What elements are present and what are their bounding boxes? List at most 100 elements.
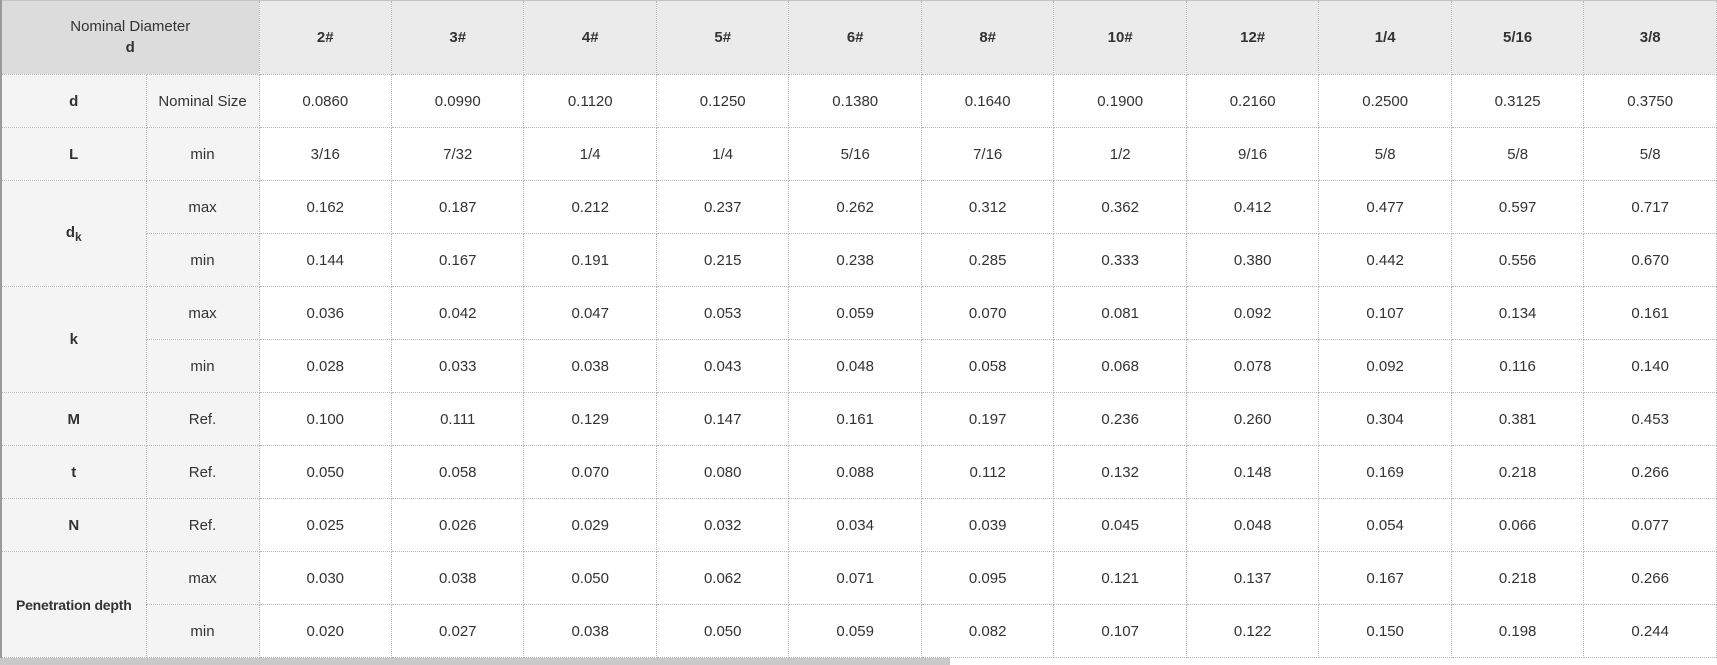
row-label: t	[0, 445, 147, 499]
table-cell: 0.058	[920, 339, 1055, 393]
corner-header-cell: Nominal Diameter d	[0, 0, 260, 75]
table-cell: 0.033	[390, 339, 525, 393]
table-cell: 0.453	[1583, 392, 1717, 446]
column-header: 8#	[920, 0, 1055, 75]
table-row: k max 0.036 0.042 0.047 0.053 0.059 0.070 0.081 0…	[0, 286, 1717, 393]
table-cell: 0.050	[523, 551, 657, 605]
table-row: M Ref. 0.100 0.111 0.129 0.147 0.161 0.197 0.236…	[0, 392, 1717, 446]
table-row: Penetration depth max 0.030 0.038 0.050 0.062…	[0, 551, 1717, 658]
table-cell: 0.129	[523, 392, 657, 446]
table-cell: 0.167	[390, 233, 525, 287]
table-cell: 0.092	[1185, 286, 1320, 340]
table-cell: 0.285	[920, 233, 1055, 287]
table-cell: 0.042	[390, 286, 525, 340]
table-cell: 0.048	[788, 339, 922, 393]
row-label: Penetration depth	[0, 551, 147, 658]
table-cell: 0.140	[1583, 339, 1717, 393]
table-cell: 0.025	[258, 498, 393, 552]
table-cell: 0.238	[788, 233, 922, 287]
table-cell: 1/4	[655, 127, 790, 181]
table-cell: 0.132	[1053, 445, 1187, 499]
column-header: 4#	[523, 0, 657, 75]
table-cell: 0.100	[258, 392, 393, 446]
table-cell: 0.137	[1185, 551, 1320, 605]
table-cell: 0.043	[655, 339, 790, 393]
table-cell: 0.161	[1583, 286, 1717, 340]
table-cell: 0.218	[1450, 445, 1585, 499]
table-cell: 0.169	[1318, 445, 1452, 499]
table-cell: 0.032	[655, 498, 790, 552]
table-cell: 0.187	[390, 180, 525, 234]
row-spec: max	[145, 551, 260, 605]
row-label: dk	[0, 180, 147, 287]
row-label-text: t	[71, 463, 77, 481]
table-cell: 0.477	[1318, 180, 1452, 234]
table-cell: 0.026	[390, 498, 525, 552]
table-cell: 0.059	[788, 286, 922, 340]
table-cell: 0.053	[655, 286, 790, 340]
table-cell: 0.442	[1318, 233, 1452, 287]
table-cell: 0.212	[523, 180, 657, 234]
table-cell: 5/8	[1583, 127, 1717, 181]
table-cell: 0.362	[1053, 180, 1187, 234]
table-cell: 0.092	[1318, 339, 1452, 393]
table-cell: 0.027	[390, 604, 525, 658]
column-header: 3/8	[1583, 0, 1717, 75]
horizontal-scrollbar[interactable]	[0, 658, 1717, 665]
table-cell: 0.2160	[1185, 74, 1320, 128]
column-header: 6#	[788, 0, 922, 75]
table-cell: 0.244	[1583, 604, 1717, 658]
table-cell: 0.150	[1318, 604, 1452, 658]
table-cell: 0.080	[655, 445, 790, 499]
row-label: M	[0, 392, 147, 446]
table-cell: 0.116	[1450, 339, 1585, 393]
row-spec: min	[145, 604, 260, 658]
table-row: min 0.028 0.033 0.038 0.043 0.048 0.058 0.068 0.…	[1, 339, 1717, 393]
table-cell: 0.036	[258, 286, 393, 340]
table-cell: 0.380	[1185, 233, 1320, 287]
column-header: 10#	[1053, 0, 1187, 75]
table-cell: 0.1640	[920, 74, 1055, 128]
table-cell: 5/8	[1450, 127, 1585, 181]
table-cell: 0.381	[1450, 392, 1585, 446]
table-cell: 0.237	[655, 180, 790, 234]
table-cell: 0.266	[1583, 445, 1717, 499]
table-cell: 0.0860	[258, 74, 393, 128]
table-cell: 0.412	[1185, 180, 1320, 234]
table-cell: 3/16	[258, 127, 393, 181]
corner-header-line1: Nominal Diameter	[70, 18, 191, 36]
table-cell: 0.218	[1450, 551, 1585, 605]
row-label-subscript: k	[74, 229, 82, 244]
row-spec: Nominal Size	[145, 74, 260, 128]
table-row: t Ref. 0.050 0.058 0.070 0.080 0.088 0.112 0.132…	[0, 445, 1717, 499]
table-cell: 0.095	[920, 551, 1055, 605]
table-cell: 0.2500	[1318, 74, 1452, 128]
row-label-text: k	[69, 331, 78, 348]
table-row: N Ref. 0.025 0.026 0.029 0.032 0.034 0.039 0.045…	[0, 498, 1717, 552]
table-cell: 0.058	[390, 445, 525, 499]
table-cell: 0.071	[788, 551, 922, 605]
table-cell: 0.038	[523, 604, 657, 658]
table-cell: 0.039	[920, 498, 1055, 552]
row-label: k	[0, 286, 147, 393]
table-row: min 0.144 0.167 0.191 0.215 0.238 0.285 0.333 0.…	[1, 233, 1717, 287]
horizontal-scrollbar-thumb[interactable]	[0, 658, 950, 665]
table-row: d Nominal Size 0.0860 0.0990 0.1120 0.1250 0.1…	[0, 74, 1717, 128]
table-row: dk max 0.162 0.187 0.212 0.237 0.262 0.312 0.362…	[0, 180, 1717, 287]
table-cell: 0.333	[1053, 233, 1187, 287]
table-cell: 0.122	[1185, 604, 1320, 658]
table-cell: 0.147	[655, 392, 790, 446]
row-spec: min	[145, 233, 260, 287]
table-cell: 0.266	[1583, 551, 1717, 605]
table-cell: 0.050	[258, 445, 393, 499]
table-cell: 0.0990	[390, 74, 525, 128]
table-cell: 0.020	[258, 604, 393, 658]
table-cell: 0.148	[1185, 445, 1320, 499]
table-cell: 0.3750	[1583, 74, 1717, 128]
row-spec: min	[145, 127, 260, 181]
table-body: d Nominal Size 0.0860 0.0990 0.1120 0.1250 0.1…	[0, 74, 1717, 658]
row-spec: max	[145, 180, 260, 234]
